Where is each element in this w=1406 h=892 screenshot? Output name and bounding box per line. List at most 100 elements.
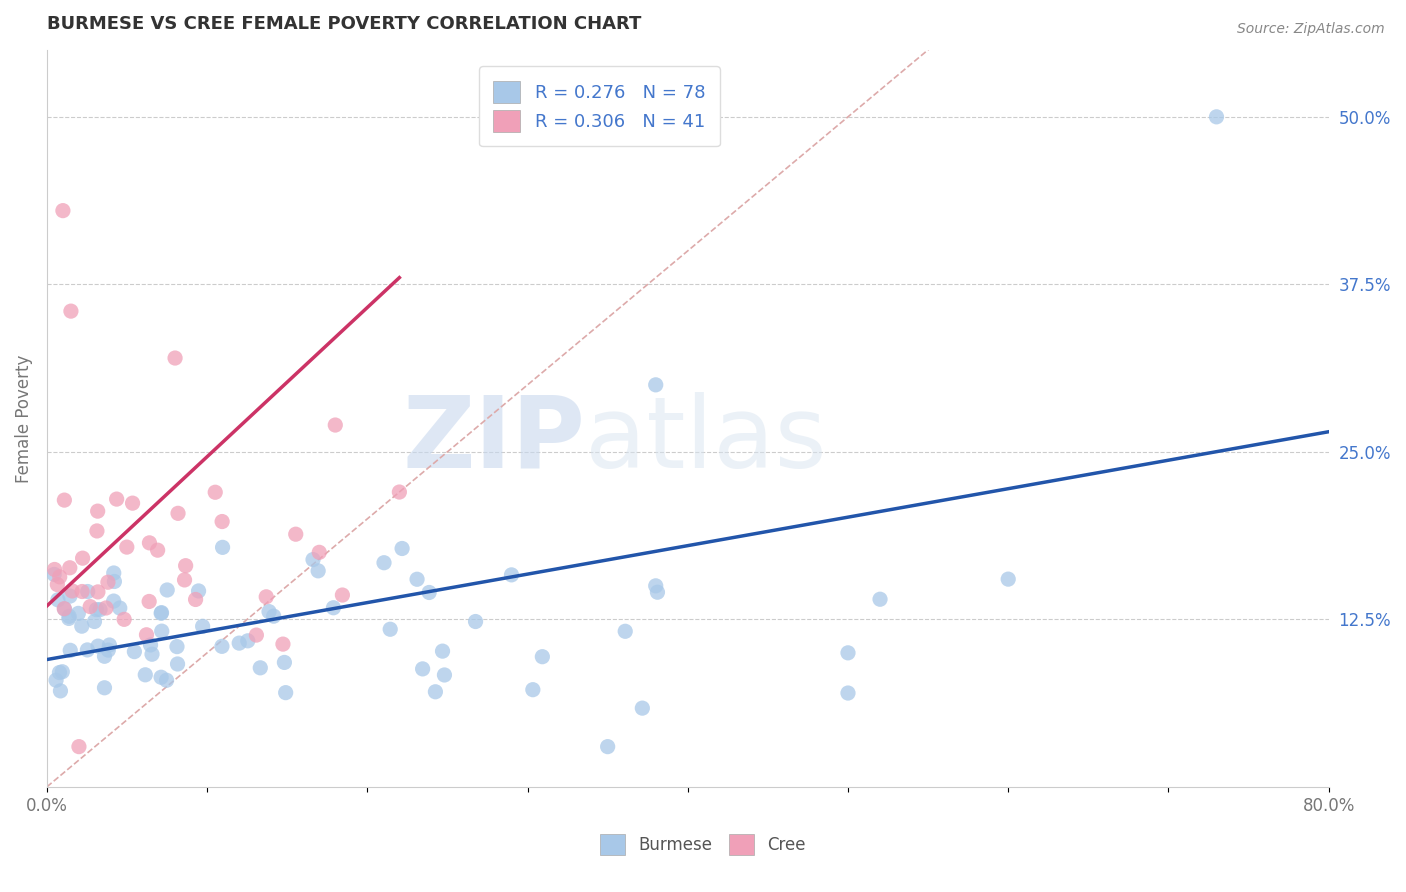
Point [644,579,666,593]
Point [67,607,90,621]
Point [103,594,125,608]
Point [174,558,197,573]
Point [59,561,82,575]
Point [44,562,66,576]
Point [105,492,128,507]
Point [70,619,93,633]
Point [631,701,654,715]
Point [72,551,94,566]
Point [263,609,285,624]
Point [204,485,226,500]
Point [86,602,108,616]
Legend: R = 0.276   N = 78, R = 0.306   N = 41: R = 0.276 N = 78, R = 0.306 N = 41 [479,66,720,146]
Point [614,624,637,639]
Point [332,588,354,602]
Point [53,601,76,615]
Point [97,643,120,657]
Point [249,661,271,675]
Point [307,564,329,578]
Point [112,612,135,626]
Point [103,574,125,589]
Point [191,619,214,633]
Point [837,646,859,660]
Point [184,592,207,607]
Point [98,638,121,652]
Point [433,668,456,682]
Point [46,592,69,607]
Point [103,566,125,580]
Point [48,570,70,584]
Point [156,582,179,597]
Point [254,590,277,604]
Point [522,682,544,697]
Point [150,670,173,684]
Point [45,673,67,688]
Point [76,584,98,599]
Point [464,615,486,629]
Point [53,493,76,508]
Point [425,685,447,699]
Point [257,605,280,619]
Point [150,606,173,620]
Point [89,602,111,616]
Point [187,583,209,598]
Point [274,686,297,700]
Point [155,673,177,688]
Text: atlas: atlas [585,392,827,489]
Point [76,643,98,657]
Point [52,203,75,218]
Point [121,496,143,510]
Point [79,599,101,614]
Point [997,572,1019,586]
Point [273,656,295,670]
Point [173,573,195,587]
Point [228,636,250,650]
Point [49,684,72,698]
Point [87,639,110,653]
Point [245,628,267,642]
Point [150,607,173,621]
Point [59,643,82,657]
Point [391,541,413,556]
Point [373,556,395,570]
Point [94,601,117,615]
Point [837,686,859,700]
Point [647,585,669,599]
Point [51,665,73,679]
Point [531,649,554,664]
Point [322,600,344,615]
Point [44,567,66,582]
Text: BURMESE VS CREE FEMALE POVERTY CORRELATION CHART: BURMESE VS CREE FEMALE POVERTY CORRELATI… [46,15,641,33]
Point [58,609,80,624]
Point [236,633,259,648]
Point [323,417,346,432]
Point [165,351,187,365]
Point [139,638,162,652]
Point [388,485,411,500]
Text: Source: ZipAtlas.com: Source: ZipAtlas.com [1237,22,1385,37]
Point [432,644,454,658]
Point [166,640,188,654]
Point [59,589,82,603]
Point [167,506,190,520]
Point [284,527,307,541]
Point [93,681,115,695]
Point [271,637,294,651]
Y-axis label: Female Poverty: Female Poverty [15,354,32,483]
Point [86,524,108,538]
Point [58,611,80,625]
Point [138,536,160,550]
Point [134,668,156,682]
Point [211,640,233,654]
Point [644,377,666,392]
Point [87,585,110,599]
Point [380,622,402,636]
Point [596,739,619,754]
Point [869,592,891,607]
Point [211,515,233,529]
Point [70,584,93,599]
Point [60,583,83,598]
Point [308,545,330,559]
Point [406,572,429,586]
Point [115,540,138,554]
